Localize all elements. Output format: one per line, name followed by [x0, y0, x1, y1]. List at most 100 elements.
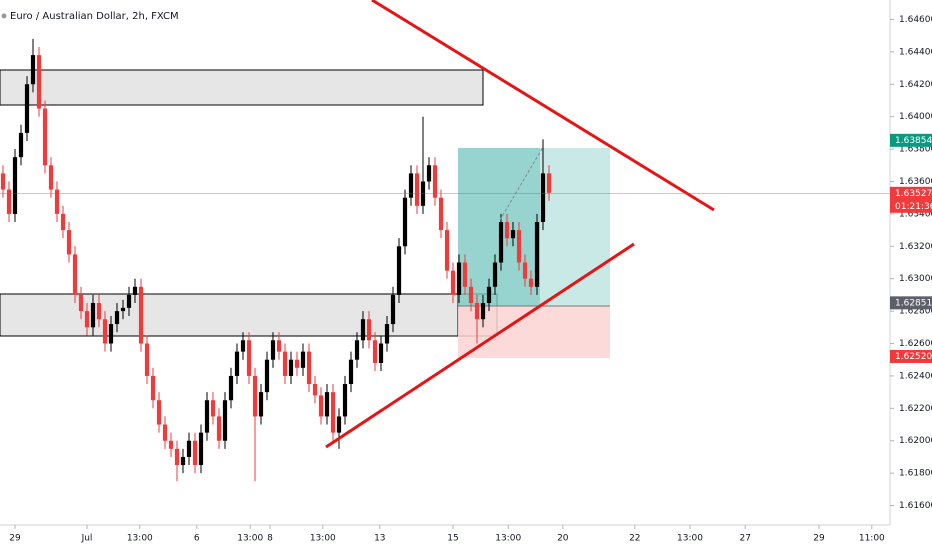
candle-body [198, 432, 204, 466]
x-tick-label: 20 [557, 534, 569, 544]
candle-body [210, 400, 216, 417]
y-tick-label: 1.62600 [899, 339, 932, 349]
candle-body [6, 189, 12, 214]
candle-body [228, 375, 234, 401]
candle-body [510, 230, 516, 239]
x-tick-label: 22 [629, 534, 640, 544]
candle-body [360, 319, 366, 341]
y-tick-label: 1.62200 [899, 404, 932, 414]
candle-body [264, 359, 270, 393]
candle-body [150, 375, 156, 401]
y-tick-label: 1.63400 [899, 209, 932, 219]
candle-body [48, 165, 54, 190]
candle-body [378, 343, 384, 363]
candle-body [288, 359, 294, 376]
x-tick-label: Jul [81, 534, 93, 544]
candle-body [108, 324, 114, 344]
candle-body [534, 221, 540, 287]
candle-body [492, 262, 498, 287]
candle-body [12, 157, 18, 214]
x-tick-label: 8 [267, 534, 273, 544]
y-tick-label: 1.61600 [899, 501, 932, 511]
candle-body [192, 440, 198, 466]
candle-body [306, 351, 312, 385]
candle-body [282, 351, 288, 376]
candle-body [120, 307, 126, 312]
supply-zone[interactable] [0, 69, 484, 106]
candle-body [300, 351, 306, 368]
candle-body [438, 197, 444, 231]
candle-body [420, 181, 426, 206]
candle-body [516, 230, 522, 263]
stop-zone[interactable] [458, 306, 610, 358]
candle-body [24, 84, 30, 133]
x-tick-label: 13:00 [127, 534, 153, 544]
candle-body [426, 165, 432, 182]
candle-body [222, 400, 228, 441]
candle-body [372, 340, 378, 363]
candle-body [162, 424, 168, 441]
y-tick-label: 1.64200 [899, 80, 932, 90]
y-tick-label: 1.64400 [899, 47, 932, 57]
x-tick-label: 15 [447, 534, 458, 544]
candle-body [480, 303, 486, 320]
candle-body [528, 278, 534, 287]
countdown-label: 01:21:36 [895, 202, 932, 212]
candles [0, 38, 552, 482]
x-tick-label: 13:00 [495, 534, 521, 544]
candle-body [246, 340, 252, 376]
candle-body [78, 294, 84, 312]
candle-body [474, 303, 480, 320]
candle-body [468, 286, 474, 304]
x-tick-label: 6 [194, 534, 200, 544]
candle-body [96, 303, 102, 320]
candle-body [174, 448, 180, 466]
candle-body [60, 213, 66, 231]
candle-body [42, 108, 48, 166]
candle-body [126, 294, 132, 308]
y-tick-label: 1.62000 [899, 436, 932, 446]
candle-body [504, 221, 510, 239]
candle-body [294, 359, 300, 368]
candle-body [156, 400, 162, 425]
price-tag [890, 186, 932, 213]
y-tick-label: 1.63800 [899, 145, 932, 155]
x-tick-label: 27 [739, 534, 750, 544]
y-tick-label: 1.63600 [899, 177, 932, 187]
candle-body [90, 303, 96, 328]
candle-body [402, 197, 408, 247]
candle-body [84, 311, 90, 328]
candle-body [216, 416, 222, 441]
candle-body [36, 55, 42, 109]
candle-body [432, 165, 438, 198]
candle-body [408, 173, 414, 198]
candle-body [180, 456, 186, 466]
candle-body [324, 392, 330, 417]
candle-body [444, 230, 450, 271]
candle-body [330, 392, 336, 433]
candle-body [138, 286, 144, 344]
candle-body [132, 286, 138, 295]
candle-body [348, 359, 354, 385]
y-tick-label: 1.61800 [899, 469, 932, 479]
y-tick-label: 1.63200 [899, 242, 932, 252]
candle-body [72, 254, 78, 295]
candle-body [414, 173, 420, 206]
candle-body [0, 173, 6, 190]
trend-line[interactable] [371, 0, 715, 212]
candle-body [258, 392, 264, 417]
candle-body [276, 340, 282, 352]
y-tick-label: 1.64000 [899, 112, 932, 122]
candle-body [312, 384, 318, 396]
target-zone[interactable] [458, 148, 610, 306]
trend-line[interactable] [325, 242, 635, 449]
price-tag [890, 296, 932, 310]
candle-body [396, 246, 402, 295]
x-tick-label: 13:00 [237, 534, 263, 544]
price-tag-label: 1.63854 [895, 136, 932, 146]
x-tick-label: 11:00 [859, 534, 885, 544]
candle-body [354, 340, 360, 360]
y-tick-label: 1.62800 [899, 307, 932, 317]
candle-body [204, 400, 210, 433]
